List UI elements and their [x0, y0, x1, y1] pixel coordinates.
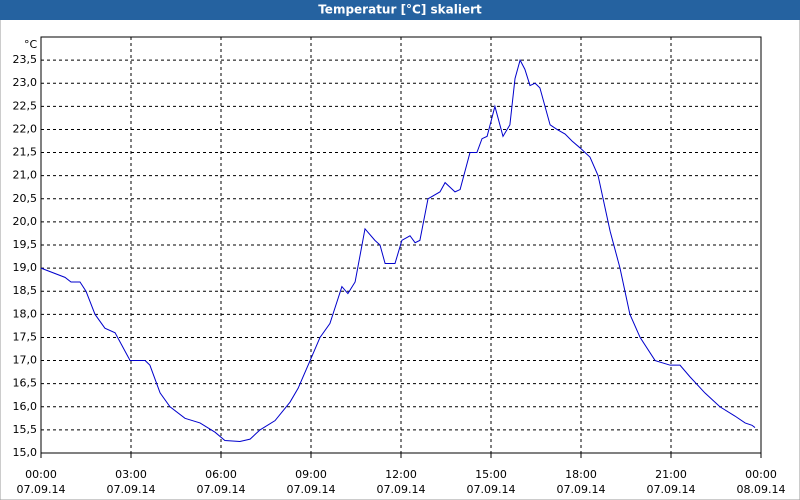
- x-tick-date: 07.09.14: [17, 483, 66, 496]
- x-tick-label: 21:00: [655, 468, 687, 481]
- plot-frame: [40, 36, 762, 454]
- x-tick-label: 12:00: [385, 468, 417, 481]
- y-tick-label: 21,0: [13, 169, 38, 182]
- y-tick-label: 23,5: [13, 53, 38, 66]
- x-tick-label: 15:00: [475, 468, 507, 481]
- y-tick-label: 16,0: [13, 400, 38, 413]
- y-tick-label: 18,0: [13, 307, 38, 320]
- x-tick-date: 07.09.14: [377, 483, 426, 496]
- y-tick-label: 20,0: [13, 215, 38, 228]
- y-unit: °C: [24, 38, 38, 51]
- y-tick-label: 15,5: [13, 423, 38, 436]
- x-tick-date: 07.09.14: [107, 483, 156, 496]
- x-tick-label: 09:00: [295, 468, 327, 481]
- x-tick-date: 07.09.14: [647, 483, 696, 496]
- y-tick-label: 15,0: [13, 446, 38, 459]
- y-tick-label: 21,5: [13, 146, 38, 159]
- y-tick-label: 22,5: [13, 99, 38, 112]
- title-bar: [0, 0, 800, 20]
- y-tick-label: 17,0: [13, 354, 38, 367]
- x-tick-label: 00:00: [745, 468, 777, 481]
- y-tick-label: 23,0: [13, 76, 38, 89]
- y-tick-label: 19,0: [13, 261, 38, 274]
- x-tick-label: 00:00: [25, 468, 57, 481]
- x-tick-label: 18:00: [565, 468, 597, 481]
- y-tick-label: 18,5: [13, 284, 38, 297]
- y-tick-label: 16,5: [13, 377, 38, 390]
- x-tick-date: 07.09.14: [557, 483, 606, 496]
- x-tick-date: 07.09.14: [467, 483, 516, 496]
- line: [40, 58, 756, 442]
- x-tick-date: 08.09.14: [737, 483, 786, 496]
- y-tick-label: 20,5: [13, 192, 38, 205]
- x-tick-date: 07.09.14: [287, 483, 336, 496]
- chart-title: Temperatur [°C] skaliert: [318, 3, 482, 17]
- y-tick-label: 19,5: [13, 238, 38, 251]
- y-tick-label: 17,5: [13, 330, 38, 343]
- y-tick-label: 22,0: [13, 122, 38, 135]
- x-tick-label: 03:00: [115, 468, 147, 481]
- x-tick-label: 06:00: [205, 468, 237, 481]
- x-tick-date: 07.09.14: [197, 483, 246, 496]
